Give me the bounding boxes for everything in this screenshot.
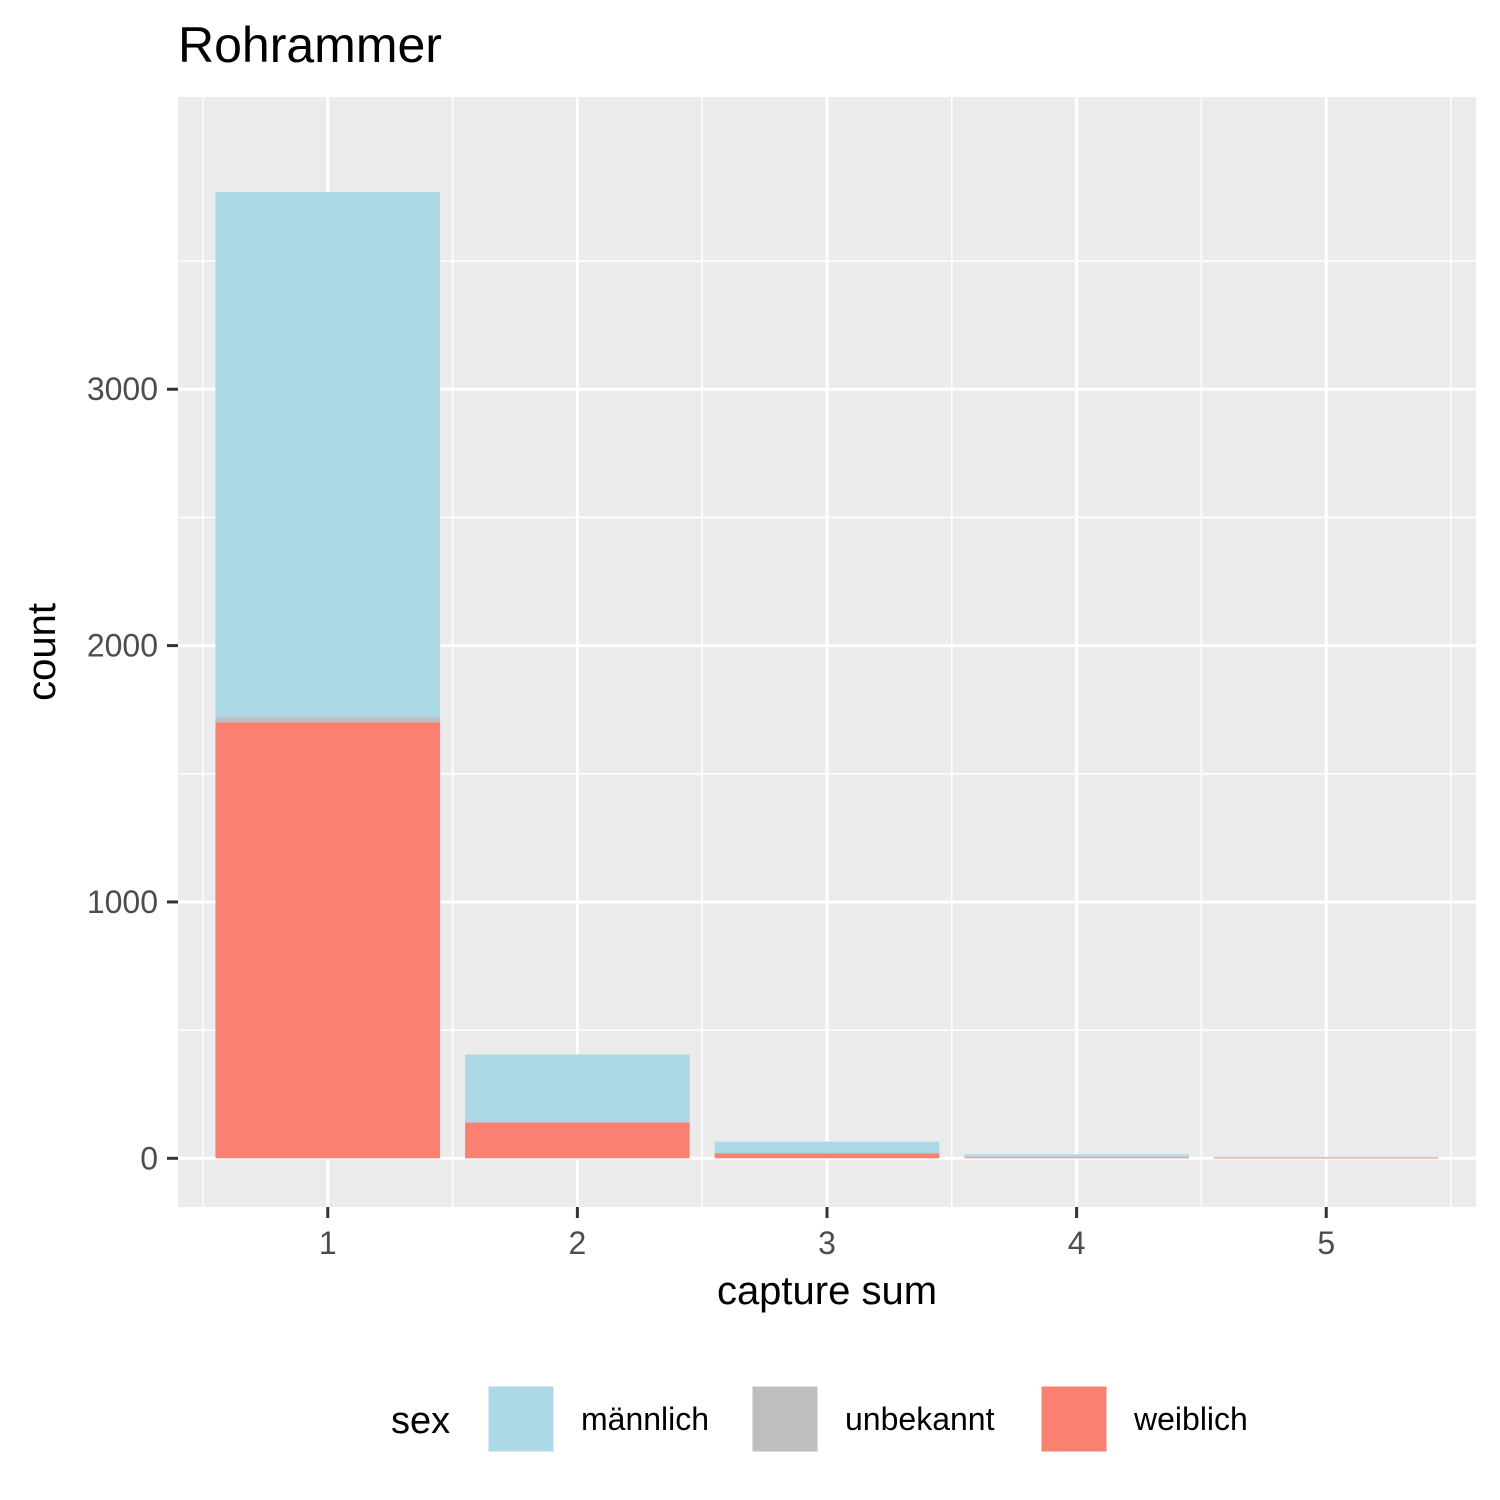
legend-key-unbekannt xyxy=(749,1383,821,1455)
y-tick-label: 2000 xyxy=(87,628,158,664)
bar-männlich-1 xyxy=(215,191,441,718)
bar-weiblich-1 xyxy=(215,722,441,1159)
x-tick-label: 4 xyxy=(1068,1225,1086,1261)
bar-weiblich-2 xyxy=(465,1122,690,1159)
legend-label-unbekannt: unbekannt xyxy=(845,1401,995,1437)
y-tick-label: 1000 xyxy=(87,884,158,920)
y-axis-title: count xyxy=(20,603,64,701)
x-tick-label: 3 xyxy=(818,1225,836,1261)
x-tick-label: 2 xyxy=(568,1225,586,1261)
y-tick-label: 0 xyxy=(140,1140,158,1176)
bar-männlich-3 xyxy=(714,1141,940,1154)
bar-weiblich-4 xyxy=(964,1157,1189,1159)
y-axis: 0 1000 2000 3000 xyxy=(87,371,178,1176)
legend-label-weiblich: weiblich xyxy=(1133,1401,1248,1437)
legend-label-männlich: männlich xyxy=(581,1401,709,1437)
bars xyxy=(215,191,1439,1159)
bar-männlich-2 xyxy=(465,1054,690,1123)
chart-title: Rohrammer xyxy=(178,17,442,73)
bar-weiblich-5 xyxy=(1213,1158,1439,1159)
legend-key-männlich xyxy=(485,1383,557,1455)
x-axis: 1 2 3 4 5 xyxy=(319,1207,1335,1261)
x-tick-label: 1 xyxy=(319,1225,337,1261)
y-tick-label: 3000 xyxy=(87,371,158,407)
legend-title: sex xyxy=(391,1400,450,1442)
bar-weiblich-3 xyxy=(714,1153,940,1159)
x-tick-label: 5 xyxy=(1317,1225,1335,1261)
legend: sex männlich unbekannt weiblich xyxy=(391,1383,1248,1455)
bar-unbekannt-1 xyxy=(215,717,441,723)
bar-männlich-5 xyxy=(1213,1156,1439,1159)
x-axis-title: capture sum xyxy=(717,1269,937,1313)
bar-männlich-4 xyxy=(964,1154,1189,1158)
legend-key-weiblich xyxy=(1038,1383,1110,1455)
